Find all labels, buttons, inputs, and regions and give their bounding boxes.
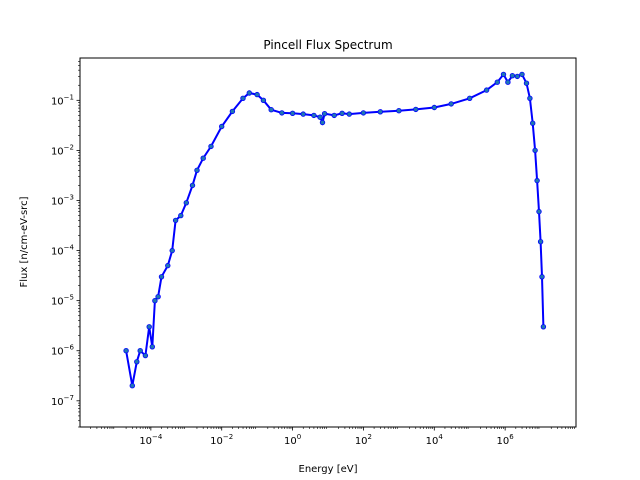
flux-data-point (200, 155, 206, 161)
flux-data-point (360, 110, 367, 116)
flux-data-point (165, 262, 171, 269)
flux-data-point (172, 217, 179, 224)
plot-area (123, 71, 547, 389)
x-tick-label: 100 (284, 433, 301, 447)
flux-data-point (189, 182, 196, 189)
flux-data-point (279, 110, 285, 116)
flux-data-point (519, 71, 525, 78)
flux-data-point (540, 324, 547, 330)
flux-data-point (331, 112, 337, 119)
x-tick-label: 102 (355, 433, 372, 447)
flux-data-point (377, 109, 383, 115)
flux-data-point (155, 294, 161, 300)
flux-data-point (467, 95, 473, 101)
y-tick-label: 10−1 (51, 93, 74, 107)
flux-data-point (169, 247, 175, 254)
flux-data-point (123, 348, 129, 354)
chart-title: Pincell Flux Spectrum (263, 38, 392, 52)
flux-data-point (505, 79, 511, 85)
y-tick-label: 10−4 (51, 244, 75, 258)
flux-data-point (339, 110, 345, 116)
flux-data-point (311, 112, 317, 119)
x-tick-label: 106 (497, 433, 515, 447)
flux-data-point (146, 324, 152, 330)
flux-data-point (300, 111, 306, 117)
flux-data-point (527, 95, 533, 101)
flux-data-point (319, 119, 326, 126)
flux-data-point (509, 72, 516, 79)
flux-data-point (532, 147, 538, 154)
flux-data-point (137, 348, 143, 354)
flux-data-point (254, 91, 260, 98)
flux-data-point (413, 106, 419, 113)
flux-data-point (500, 71, 507, 78)
y-tick-label: 10−6 (51, 344, 75, 358)
flux-data-point (218, 123, 225, 130)
flux-data-point (321, 110, 328, 117)
flux-data-point (346, 111, 352, 117)
y-tick-label: 10−2 (51, 143, 74, 157)
flux-data-point (152, 298, 158, 304)
flux-data-point (317, 114, 323, 120)
x-axis-label: Energy [eV] (299, 464, 358, 475)
y-tick-label: 10−7 (51, 394, 74, 408)
axes-frame (79, 57, 577, 428)
y-tick-label: 10−3 (51, 193, 74, 207)
x-tick-label: 10−4 (139, 433, 163, 447)
flux-data-point (494, 79, 500, 85)
flux-data-point (260, 97, 267, 103)
flux-data-point (396, 107, 402, 114)
flux-data-point (431, 104, 437, 111)
flux-data-point (530, 120, 536, 126)
flux-data-point (129, 383, 135, 389)
flux-data-point (537, 238, 544, 245)
flux-data-point (183, 200, 189, 206)
flux-data-point (149, 344, 155, 350)
flux-data-point (229, 108, 236, 115)
flux-data-point (178, 212, 184, 219)
x-tick-label: 10−2 (210, 433, 233, 447)
flux-data-point (289, 110, 296, 116)
y-tick-label: 10−5 (51, 294, 74, 308)
flux-data-point (536, 208, 542, 215)
flux-data-point (246, 90, 252, 96)
flux-data-point (158, 274, 165, 280)
flux-data-point (514, 73, 520, 80)
x-tick-label: 104 (426, 433, 444, 447)
flux-data-point (134, 359, 140, 365)
flux-data-point (448, 101, 454, 107)
y-axis-label: Flux [n/cm-eV-src] (19, 196, 30, 287)
flux-data-point (268, 106, 274, 113)
flux-data-point (240, 95, 246, 101)
series-group (123, 71, 547, 389)
flux-data-point (142, 352, 149, 359)
flux-data-point (483, 87, 490, 93)
flux-data-point (539, 274, 545, 280)
flux-data-point (523, 80, 530, 86)
flux-data-point (194, 167, 200, 173)
flux-data-point (208, 143, 214, 150)
flux-data-point (534, 177, 540, 184)
